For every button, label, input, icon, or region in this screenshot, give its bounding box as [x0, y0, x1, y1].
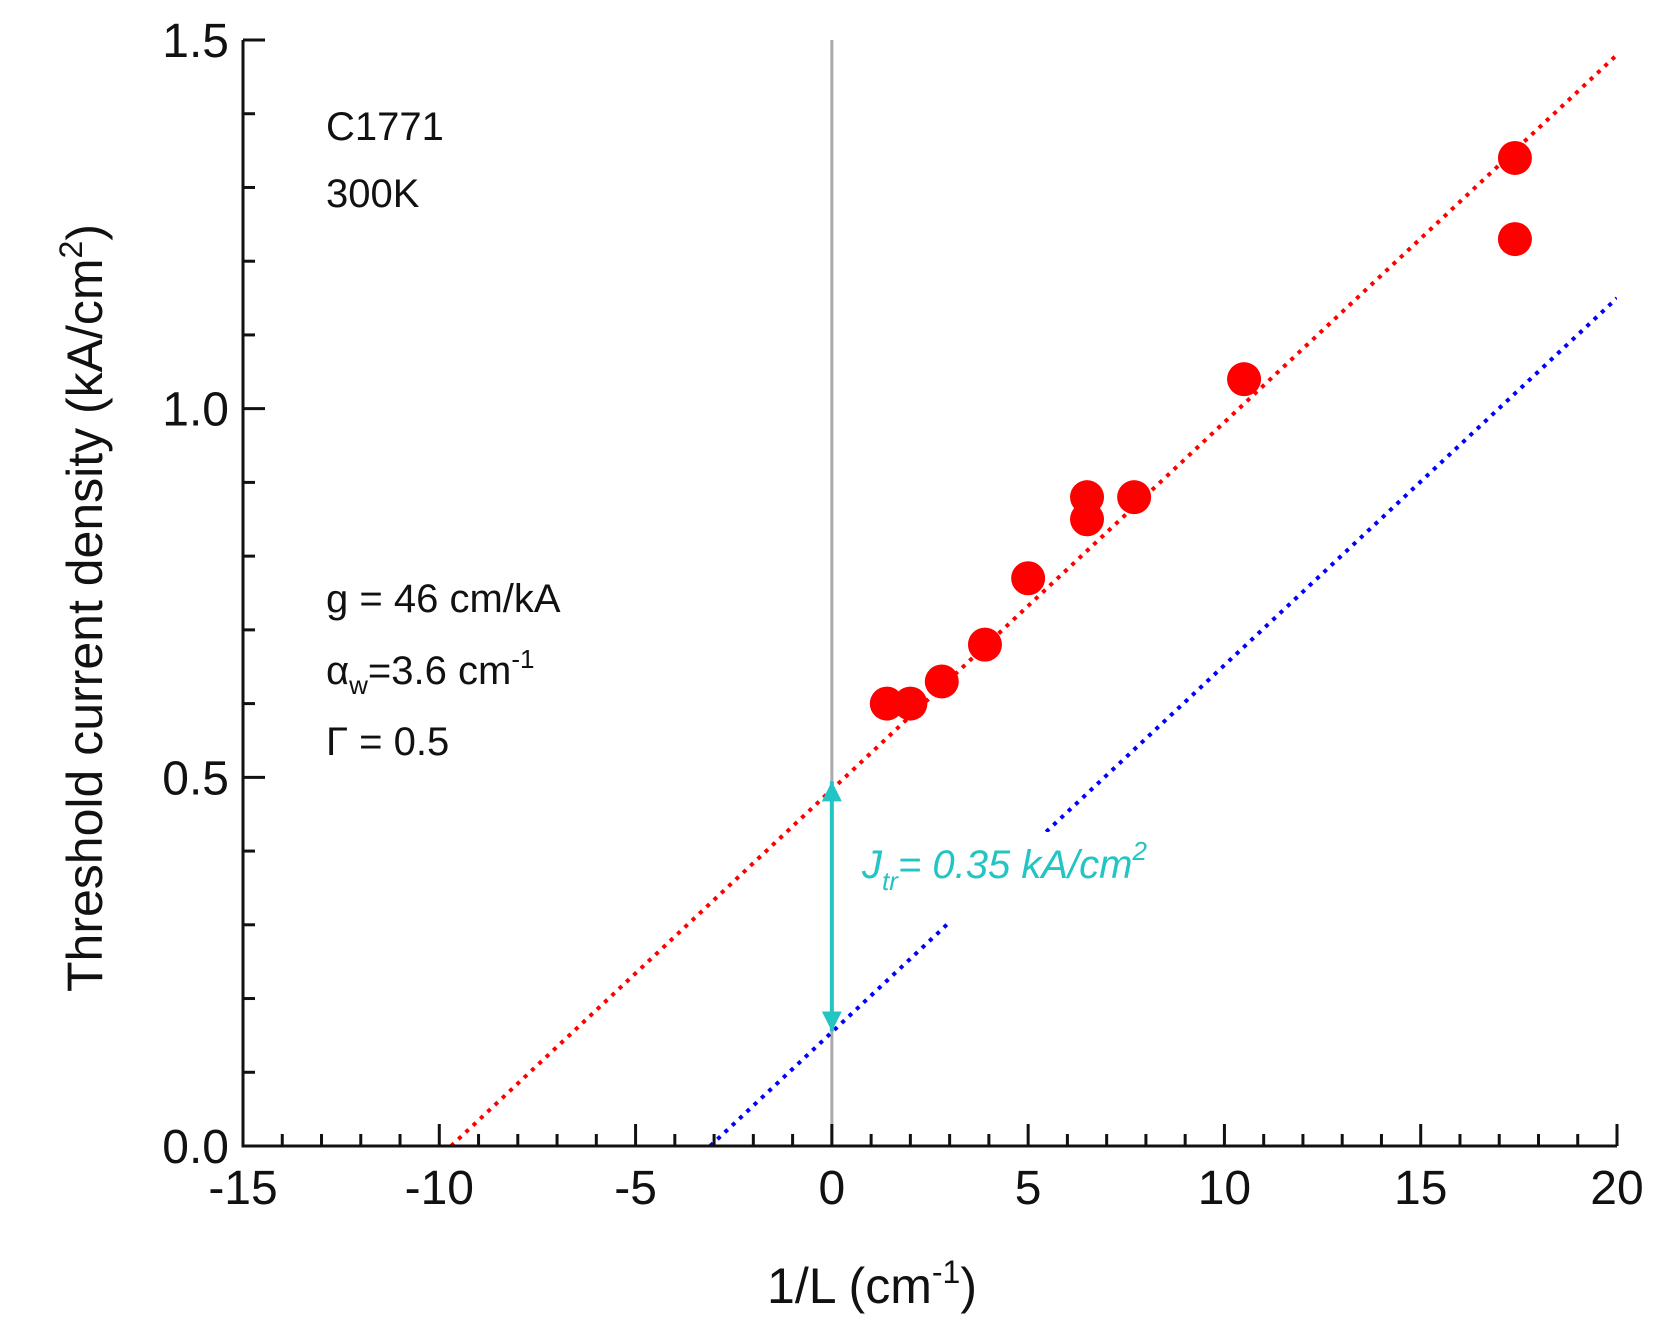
fit-line [449, 53, 1617, 1146]
data-point [1227, 362, 1262, 397]
axes [241, 40, 1617, 1148]
y-tick-label: 1.5 [162, 15, 229, 68]
x-axis-title: 1/L (cm-1) [767, 1254, 977, 1314]
data-point [1497, 222, 1532, 257]
data-point [869, 686, 904, 721]
y-tick-label: 0.0 [162, 1121, 229, 1174]
gain-label: g = 46 cm/kA [326, 577, 561, 621]
jtr-label-background [857, 832, 1152, 922]
sample-label: C1771 [326, 105, 444, 149]
y-axis-title: Threshold current density (kA/cm2) [53, 224, 113, 992]
data-point [924, 664, 959, 699]
data-point [1070, 480, 1105, 515]
x-tick-label: -15 [208, 1162, 277, 1215]
alpha-label: αw=3.6 cm-1 [326, 644, 534, 700]
x-tick-label: 10 [1198, 1162, 1251, 1215]
gamma-label: Γ = 0.5 [326, 720, 449, 764]
x-tick-label: -5 [614, 1162, 657, 1215]
data-point [1497, 140, 1532, 175]
y-tick-label: 1.0 [162, 384, 229, 437]
data-point [967, 627, 1002, 662]
data-point [1117, 480, 1152, 515]
transparency-line [708, 296, 1617, 1146]
data-point [893, 686, 928, 721]
data-point [1011, 561, 1046, 596]
fit-lines [449, 53, 1617, 1146]
ticks: -15 -10 -5 0 5 10 15 20 0.0 0.5 1.0 1.5 [162, 15, 1643, 1215]
temperature-label: 300K [326, 172, 420, 216]
x-tick-label: 0 [819, 1162, 846, 1215]
data-points [869, 140, 1532, 721]
y-tick-label: 0.5 [162, 752, 229, 805]
x-tick-label: 5 [1015, 1162, 1042, 1215]
x-tick-label: 20 [1590, 1162, 1643, 1215]
x-tick-label: 15 [1394, 1162, 1447, 1215]
jtr-label: Jtr= 0.35 kA/cm2 [861, 836, 1147, 896]
x-tick-label: -10 [405, 1162, 474, 1215]
